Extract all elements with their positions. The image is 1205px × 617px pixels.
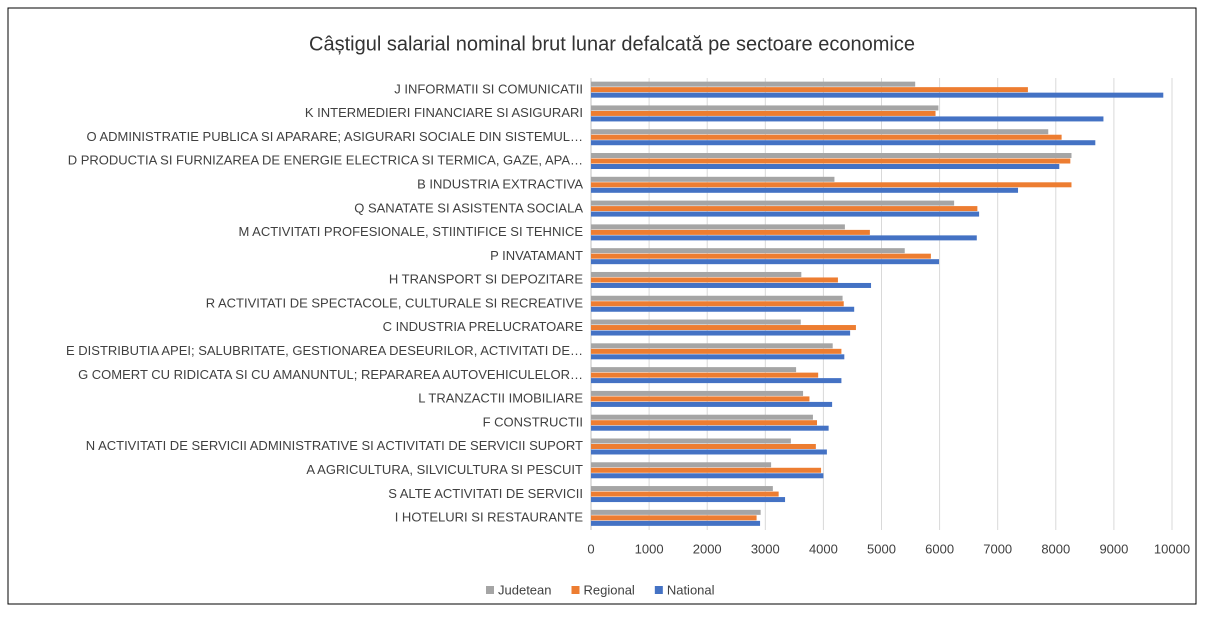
- y-tick-label: B INDUSTRIA EXTRACTIVA: [417, 176, 583, 191]
- bar: [591, 414, 813, 420]
- x-tick-label: 6000: [925, 541, 954, 556]
- bar: [591, 224, 845, 230]
- bar: [591, 420, 818, 426]
- bar: [591, 134, 1062, 140]
- bar: [591, 206, 978, 212]
- bar: [591, 449, 827, 455]
- y-tick-label: D PRODUCTIA SI FURNIZAREA DE ENERGIE ELE…: [68, 153, 583, 168]
- bar: [591, 187, 1019, 193]
- bar: [591, 372, 819, 378]
- bar: [591, 235, 977, 241]
- bar: [591, 259, 940, 265]
- bar: [591, 319, 801, 325]
- y-tick-label: O ADMINISTRATIE PUBLICA SI APARARE; ASIG…: [86, 129, 583, 144]
- bar: [591, 176, 835, 182]
- bar: [591, 248, 905, 254]
- bar: [591, 295, 843, 301]
- y-tick-label: R ACTIVITATI DE SPECTACOLE, CULTURALE SI…: [206, 295, 584, 310]
- bar: [591, 520, 761, 526]
- bar: [591, 182, 1072, 188]
- y-tick-label: C INDUSTRIA PRELUCRATOARE: [383, 319, 584, 334]
- bar: [591, 164, 1060, 170]
- bar: [591, 158, 1071, 164]
- x-tick-label: 10000: [1154, 541, 1190, 556]
- y-tick-label: L TRANZACTII IMOBILIARE: [418, 391, 583, 406]
- legend-swatch: [571, 586, 580, 594]
- y-tick-label: I HOTELURI SI RESTAURANTE: [395, 510, 584, 525]
- bar: [591, 105, 939, 111]
- bar: [591, 200, 955, 206]
- bar: [591, 325, 856, 331]
- bar: [591, 271, 802, 277]
- y-tick-label: J INFORMATII SI COMUNICATII: [394, 81, 583, 96]
- y-tick-label: G COMERT CU RIDICATA SI CU AMANUNTUL; RE…: [78, 367, 583, 382]
- bar: [591, 301, 844, 307]
- y-tick-label: H TRANSPORT SI DEPOZITARE: [389, 272, 583, 287]
- x-tick-label: 2000: [693, 541, 722, 556]
- bar: [591, 92, 1164, 98]
- y-tick-label: M ACTIVITATI PROFESIONALE, STIINTIFICE S…: [238, 224, 583, 239]
- bar: [591, 110, 936, 116]
- x-tick-label: 1000: [635, 541, 664, 556]
- bar: [591, 81, 916, 87]
- bar: [591, 229, 870, 235]
- bar: [591, 253, 931, 259]
- bar: [591, 396, 810, 402]
- chart-title: Câștigul salarial nominal brut lunar def…: [309, 33, 915, 55]
- bar: [591, 509, 761, 515]
- x-tick-label: 3000: [751, 541, 780, 556]
- bar: [591, 491, 779, 497]
- y-tick-label: F CONSTRUCTII: [483, 414, 583, 429]
- bar: [591, 330, 851, 336]
- y-tick-label: Q SANATATE SI ASISTENTA SOCIALA: [354, 200, 583, 215]
- y-tick-label: A AGRICULTURA, SILVICULTURA SI PESCUIT: [306, 462, 583, 477]
- bar: [591, 282, 872, 288]
- bar: [591, 473, 824, 479]
- y-tick-label: E DISTRIBUTIA APEI; SALUBRITATE, GESTION…: [66, 343, 583, 358]
- x-tick-label: 0: [587, 541, 594, 556]
- bar: [591, 277, 838, 283]
- y-tick-label: N ACTIVITATI DE SERVICII ADMINISTRATIVE …: [86, 438, 583, 453]
- bar: [591, 378, 842, 384]
- bar: [591, 486, 773, 492]
- bar: [591, 211, 980, 217]
- bar: [591, 140, 1096, 146]
- bar: [591, 467, 822, 473]
- x-tick-label: 8000: [1041, 541, 1070, 556]
- bar: [591, 390, 804, 396]
- bar: [591, 153, 1072, 159]
- legend-label: Judetean: [498, 582, 552, 597]
- legend-swatch: [654, 586, 663, 594]
- legend-swatch: [486, 586, 494, 594]
- legend-label: National: [667, 582, 715, 597]
- bar: [591, 116, 1104, 122]
- bar: [591, 438, 791, 444]
- y-tick-label: S ALTE ACTIVITATI DE SERVICII: [388, 486, 583, 501]
- y-tick-label: P INVATAMANT: [490, 248, 583, 263]
- bar: [591, 425, 829, 431]
- x-tick-label: 5000: [867, 541, 896, 556]
- bar: [591, 443, 816, 449]
- x-tick-label: 9000: [1099, 541, 1128, 556]
- bar: [591, 354, 845, 360]
- x-tick-label: 7000: [983, 541, 1012, 556]
- bar: [591, 367, 797, 373]
- y-tick-label: K INTERMEDIERI FINANCIARE SI ASIGURARI: [305, 105, 583, 120]
- bar: [591, 401, 833, 407]
- x-tick-label: 4000: [809, 541, 838, 556]
- bar: [591, 515, 757, 521]
- bar: [591, 462, 772, 468]
- bar: [591, 343, 833, 349]
- bar: [591, 87, 1028, 93]
- bar: [591, 306, 855, 312]
- bar: [591, 497, 786, 503]
- bar: [591, 129, 1049, 135]
- legend-label: Regional: [584, 582, 635, 597]
- bar: [591, 348, 842, 354]
